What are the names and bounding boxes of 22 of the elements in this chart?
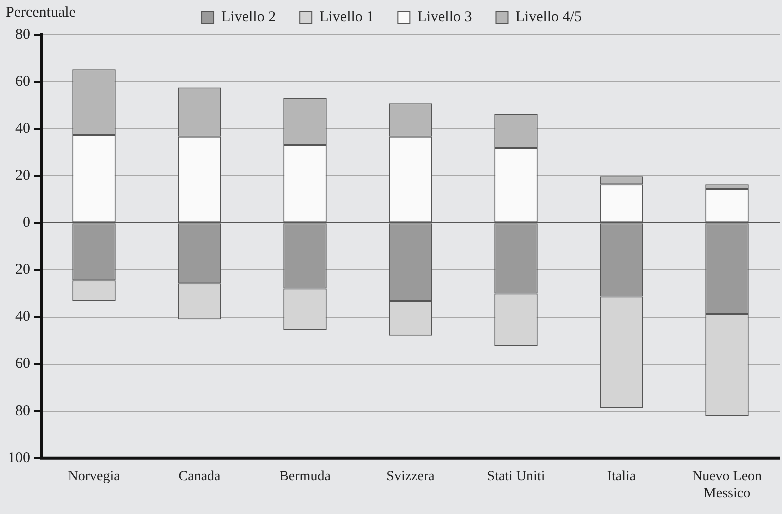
y-axis-title: Percentuale <box>6 4 76 21</box>
x-tick-label: Bermuda <box>280 469 332 484</box>
y-tick-label: 40 <box>16 121 30 138</box>
y-tick-label: 80 <box>16 403 30 420</box>
y-tick-label: 20 <box>16 262 30 278</box>
y-tick-label: 60 <box>16 74 30 90</box>
legend-label: Livello 1 <box>320 9 374 26</box>
y-tick-label: 100 <box>8 450 30 466</box>
legend-label: Livello 2 <box>222 9 276 26</box>
x-tick-label: Italia <box>607 469 637 484</box>
y-tick-label: 60 <box>16 356 30 372</box>
x-tick-label: Norvegia <box>68 469 122 484</box>
x-tick-label: Svizzera <box>386 469 436 484</box>
legend-label: Livello 3 <box>418 9 472 26</box>
x-tick-label: Stati Uniti <box>487 469 546 484</box>
legend-label: Livello 4/5 <box>516 9 582 26</box>
x-tick-label: Nuevo Leon Messico <box>692 469 762 502</box>
y-tick-label: 0 <box>23 215 30 232</box>
y-tick-label: 20 <box>16 168 30 184</box>
y-tick-label: 40 <box>16 309 30 326</box>
x-tick-label: Canada <box>178 469 222 484</box>
y-tick-label: 80 <box>16 26 30 43</box>
